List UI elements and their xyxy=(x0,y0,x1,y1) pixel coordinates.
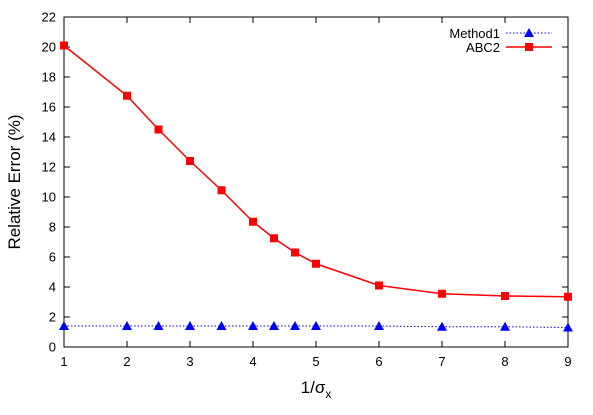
data-point xyxy=(501,292,509,300)
data-point xyxy=(311,321,321,330)
y-tick-label: 14 xyxy=(42,130,56,145)
legend-marker xyxy=(525,43,533,51)
data-point xyxy=(375,281,383,290)
x-tick-label: 4 xyxy=(249,354,256,369)
data-point xyxy=(437,321,447,331)
data-point xyxy=(269,234,278,243)
data-point xyxy=(186,157,194,165)
data-point xyxy=(312,259,320,268)
y-tick-label: 2 xyxy=(49,310,56,325)
data-point xyxy=(563,322,573,332)
y-tick-label: 6 xyxy=(49,250,56,265)
data-point xyxy=(122,321,132,330)
x-tick-label: 6 xyxy=(375,354,382,369)
y-tick-label: 12 xyxy=(42,160,56,175)
legend-marker xyxy=(524,28,534,37)
y-tick-label: 20 xyxy=(42,40,56,55)
data-point xyxy=(153,321,164,330)
x-tick-label: 8 xyxy=(501,354,508,369)
y-tick-label: 18 xyxy=(42,70,56,85)
y-tick-label: 0 xyxy=(49,340,56,355)
data-point xyxy=(564,292,572,301)
x-axis-label: 1/σx xyxy=(301,378,332,401)
series-layer xyxy=(59,41,573,332)
data-point xyxy=(291,248,300,257)
y-axis-label: Relative Error (%) xyxy=(5,114,24,249)
data-point xyxy=(290,321,301,330)
x-tick-label: 2 xyxy=(123,354,130,369)
ticks xyxy=(63,16,569,348)
x-tick-label: 5 xyxy=(312,354,319,369)
y-tick-label: 4 xyxy=(49,280,56,295)
data-point xyxy=(438,289,446,298)
y-tick-label: 16 xyxy=(42,100,56,115)
data-point xyxy=(374,321,384,330)
data-point xyxy=(500,321,510,331)
y-tick-label: 8 xyxy=(49,220,56,235)
x-tick-label: 9 xyxy=(564,354,571,369)
data-point xyxy=(185,321,195,330)
y-tick-label: 10 xyxy=(42,190,56,205)
data-point xyxy=(268,321,279,330)
y-tick-label: 22 xyxy=(42,10,56,25)
data-point xyxy=(217,186,226,195)
x-axis-label-main: 1/σ xyxy=(301,378,326,397)
legend-label: ABC2 xyxy=(466,40,500,55)
data-point xyxy=(249,217,257,226)
x-tick-label: 1 xyxy=(60,354,67,369)
data-point xyxy=(154,125,163,134)
data-point xyxy=(123,91,131,100)
plot-frame xyxy=(63,16,569,348)
series-line xyxy=(63,44,569,298)
data-point xyxy=(216,321,227,330)
data-point xyxy=(60,41,68,50)
series-abc2 xyxy=(60,41,572,301)
legend-label: Method1 xyxy=(449,26,500,41)
data-point xyxy=(248,321,258,330)
series-method1 xyxy=(59,321,573,332)
data-point xyxy=(59,321,69,330)
x-axis-label-subscript: x xyxy=(325,387,331,401)
x-tick-label: 7 xyxy=(438,354,445,369)
x-tick-label: 3 xyxy=(186,354,193,369)
